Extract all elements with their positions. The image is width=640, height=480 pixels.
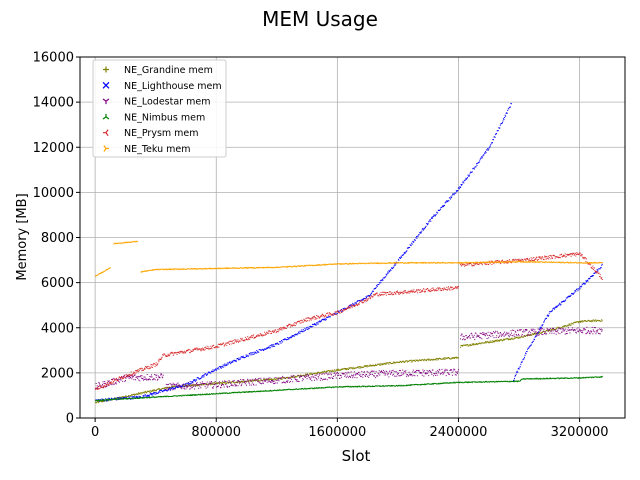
legend-ne-lighthouse-mem-marker xyxy=(102,81,110,89)
series-ne-grandine-mem xyxy=(95,319,603,404)
series-ne-lodestar-mem-points xyxy=(95,326,603,391)
legend-ne-grandine-mem-marker xyxy=(103,66,109,73)
series-ne-nimbus-mem-points xyxy=(95,375,603,402)
y-tick-label: 4000 xyxy=(41,321,74,336)
series-ne-teku-mem xyxy=(95,240,603,277)
y-tick-label: 2000 xyxy=(41,366,74,381)
series-ne-lodestar-mem xyxy=(95,326,603,391)
y-tick-label: 6000 xyxy=(41,276,74,291)
y-axis-ticks: 0 2000 4000 6000 8000 10000 12000 14000 16000 xyxy=(33,51,80,427)
series-ne-nimbus-mem xyxy=(95,375,603,402)
series-ne-grandine-mem-points xyxy=(95,319,603,404)
legend-ne-lodestar-mem-marker xyxy=(102,98,110,105)
y-tick-label: 10000 xyxy=(33,186,74,201)
y-tick-label: 16000 xyxy=(33,51,74,66)
legend-ne-nimbus-mem-marker xyxy=(102,113,110,120)
x-axis-label: Slot xyxy=(342,447,371,465)
legend-box xyxy=(92,59,227,158)
y-axis-label: Memory [MB] xyxy=(15,193,30,280)
chart-title: MEM Usage xyxy=(262,7,378,31)
x-tick-label: 2400000 xyxy=(430,425,488,440)
x-tick-label: 0 xyxy=(91,425,99,440)
y-tick-label: 0 xyxy=(66,412,74,427)
x-tick-label: 3200000 xyxy=(551,425,609,440)
plot-area xyxy=(95,103,603,404)
y-tick-label: 12000 xyxy=(33,141,74,156)
series-ne-teku-mem-points xyxy=(95,240,603,277)
legend-ne-prysm-mem-marker xyxy=(103,129,109,137)
legend-ne-grandine-mem-label: NE_Grandine mem xyxy=(124,65,213,76)
legend-ne-teku-mem-label: NE_Teku mem xyxy=(124,144,191,155)
x-axis-ticks: 0 800000 1600000 2400000 3200000 xyxy=(91,418,609,440)
legend: NE_Grandine mem NE_Lighthouse mem NE_Lodes… xyxy=(92,59,227,158)
legend-ne-nimbus-mem-label: NE_Nimbus mem xyxy=(124,112,205,123)
x-tick-label: 800000 xyxy=(191,425,241,440)
legend-ne-lodestar-mem-label: NE_Lodestar mem xyxy=(124,97,210,108)
legend-ne-prysm-mem-label: NE_Prysm mem xyxy=(124,128,199,139)
legend-ne-teku-mem-marker xyxy=(103,145,109,152)
x-tick-label: 1600000 xyxy=(308,425,366,440)
y-tick-label: 14000 xyxy=(33,96,74,111)
y-tick-label: 8000 xyxy=(41,231,74,246)
legend-ne-lighthouse-mem-label: NE_Lighthouse mem xyxy=(124,81,222,92)
